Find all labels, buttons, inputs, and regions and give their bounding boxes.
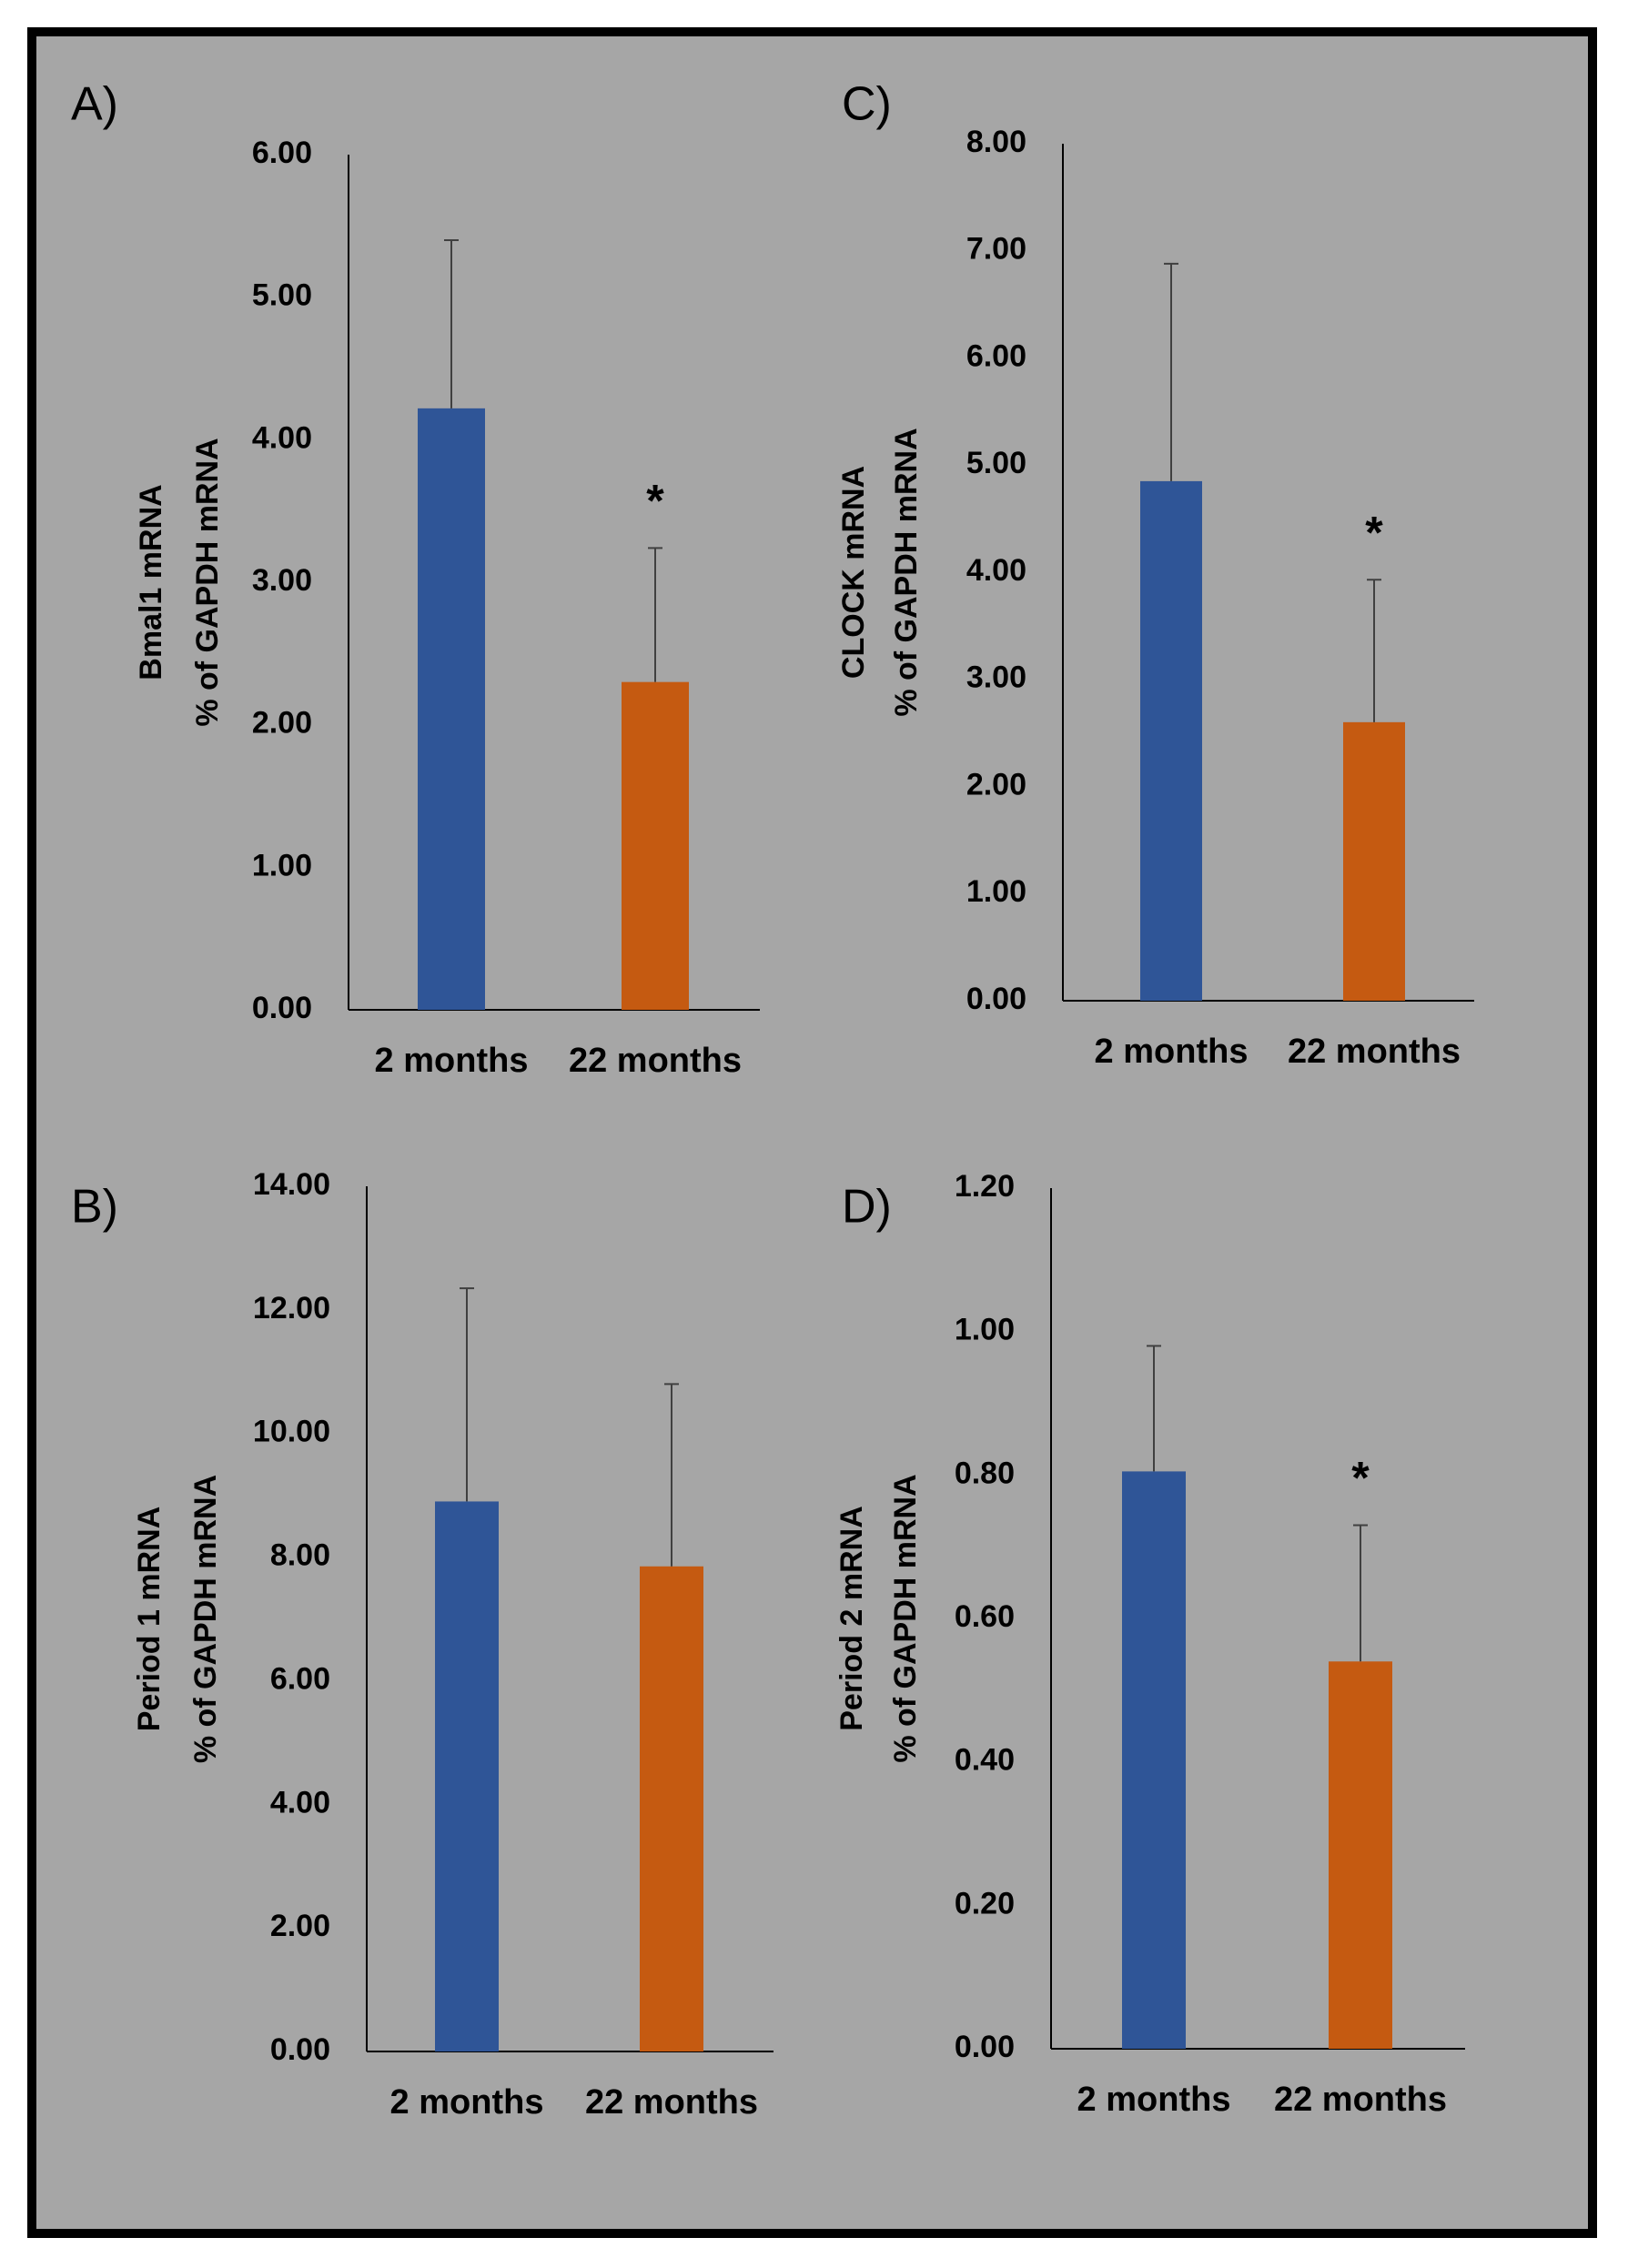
- panel-3-ytick-label: 8.00: [270, 1538, 330, 1573]
- panel-4-category-label: 22 months: [1274, 2081, 1447, 2119]
- panel-2-ytick-label: 8.00: [966, 125, 1026, 159]
- panel-4-bar: [1122, 1471, 1186, 2049]
- panel-3-category-label: 22 months: [585, 2083, 758, 2122]
- panel-1-significance-mark: *: [646, 476, 664, 527]
- panel-2-letter: C): [842, 78, 892, 131]
- panel-2-ytick-label: 0.00: [966, 982, 1026, 1016]
- panel-3-ytick-label: 2.00: [270, 1909, 330, 1943]
- panel-3-ytick-label: 12.00: [253, 1291, 330, 1326]
- panel-2-y-axis-label: % of GAPDH mRNA: [889, 428, 924, 716]
- panel-3-ytick-label: 0.00: [270, 2032, 330, 2067]
- panel-1-ytick-label: 4.00: [252, 420, 312, 455]
- panel-2-category-label: 22 months: [1288, 1033, 1461, 1071]
- panel-3-ytick-label: 10.00: [253, 1415, 330, 1449]
- panel-4-ytick-label: 0.20: [955, 1886, 1015, 1920]
- panel-1-y-axis-label: % of GAPDH mRNA: [190, 438, 225, 726]
- panel-1-ytick-label: 1.00: [252, 848, 312, 882]
- panel-4-ytick-label: 0.80: [955, 1456, 1015, 1490]
- panel-1-y-axis-label: Bmal1 mRNA: [134, 484, 168, 680]
- panel-1-bar: [418, 408, 485, 1010]
- panel-4-letter: D): [842, 1181, 892, 1234]
- panel-2-ytick-label: 4.00: [966, 553, 1026, 588]
- panel-1-ytick-label: 6.00: [252, 136, 312, 170]
- panel-3-ytick-label: 14.00: [253, 1167, 330, 1202]
- panel-4-ytick-label: 0.40: [955, 1743, 1015, 1778]
- panel-1-bar: [622, 681, 689, 1010]
- panel-3-bar: [435, 1501, 499, 2051]
- panel-4-y-axis-label: % of GAPDH mRNA: [888, 1474, 923, 1762]
- panel-2-ytick-label: 1.00: [966, 874, 1026, 909]
- panel-3-y-axis-label: % of GAPDH mRNA: [188, 1475, 223, 1763]
- panel-4-ytick-label: 1.20: [955, 1169, 1015, 1204]
- panel-4-ytick-label: 0.60: [955, 1599, 1015, 1634]
- panel-1-letter: A): [71, 78, 118, 131]
- panel-1-ytick-label: 0.00: [252, 991, 312, 1025]
- panel-2-ytick-label: 6.00: [966, 338, 1026, 373]
- panel-4-bar: [1329, 1661, 1392, 2049]
- panel-1-ytick-label: 5.00: [252, 278, 312, 313]
- panel-3-category-label: 2 months: [390, 2083, 544, 2122]
- panel-3-letter: B): [71, 1181, 118, 1234]
- panel-4-category-label: 2 months: [1077, 2081, 1231, 2119]
- panel-3-ytick-label: 6.00: [270, 1661, 330, 1696]
- panel-1-category-label: 22 months: [569, 1042, 742, 1080]
- panel-2-bar: [1343, 721, 1405, 1001]
- panel-1-category-label: 2 months: [375, 1042, 529, 1080]
- panel-2-ytick-label: 2.00: [966, 767, 1026, 801]
- panel-4-ytick-label: 0.00: [955, 2030, 1015, 2064]
- panel-2-ytick-label: 7.00: [966, 232, 1026, 267]
- panel-4-y-axis-label: Period 2 mRNA: [834, 1506, 869, 1731]
- panel-4-significance-mark: *: [1351, 1453, 1370, 1504]
- panel-1-ytick-label: 2.00: [252, 706, 312, 741]
- panel-3-bar: [640, 1566, 703, 2051]
- panel-3-y-axis-label: Period 1 mRNA: [132, 1507, 167, 1732]
- panel-2-ytick-label: 3.00: [966, 660, 1026, 695]
- panel-4-ytick-label: 1.00: [955, 1313, 1015, 1347]
- panel-2-bar: [1140, 480, 1202, 1001]
- panel-2-y-axis-label: CLOCK mRNA: [836, 466, 871, 679]
- panel-3-ytick-label: 4.00: [270, 1785, 330, 1819]
- panel-2-category-label: 2 months: [1095, 1033, 1249, 1071]
- panel-2-significance-mark: *: [1365, 507, 1383, 558]
- panel-2-ytick-label: 5.00: [966, 446, 1026, 480]
- panel-1-ytick-label: 3.00: [252, 563, 312, 598]
